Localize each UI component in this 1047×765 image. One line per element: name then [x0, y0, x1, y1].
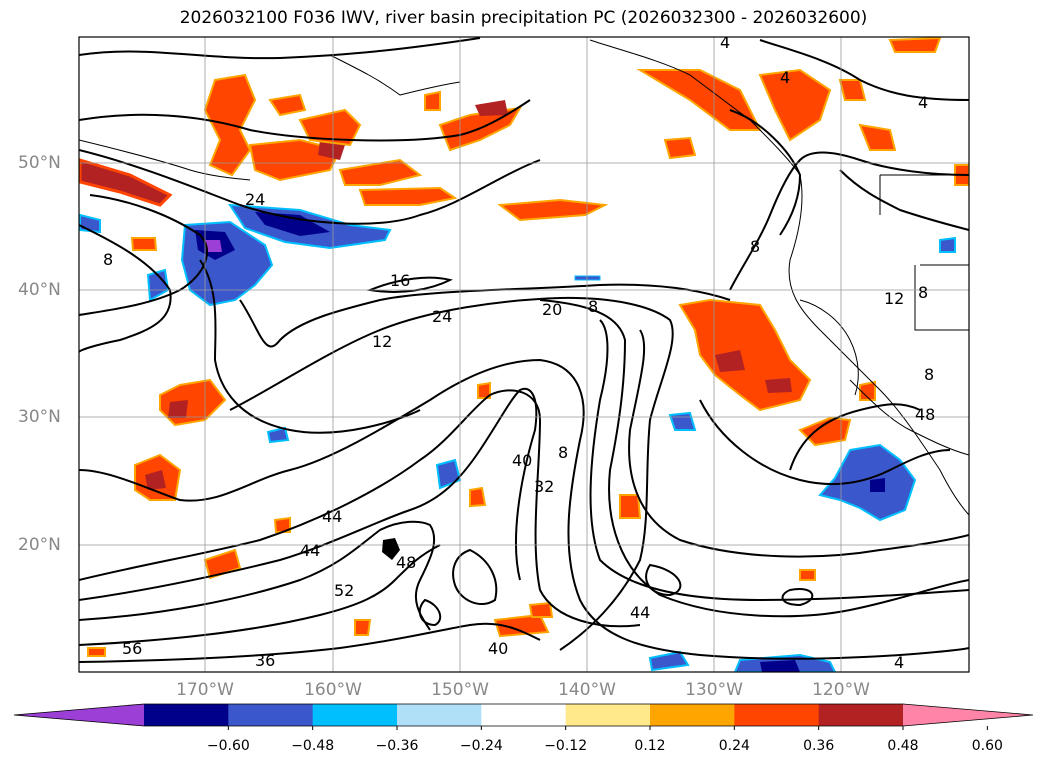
lon-label: 140°W [558, 680, 616, 700]
lat-label: 50°N [18, 153, 61, 173]
colorbar-tick-label: −0.12 [544, 738, 588, 754]
contour-label: 44 [630, 603, 650, 622]
contour-label: 8 [924, 365, 934, 384]
lon-label: 160°W [304, 680, 362, 700]
lon-label: 170°W [176, 680, 234, 700]
colorbar-segment [481, 704, 567, 726]
colorbar-tick-label: −0.60 [206, 738, 250, 754]
contour-label: 56 [122, 639, 142, 658]
colorbar [13, 703, 1034, 730]
colorbar-segment [734, 704, 820, 726]
contour-label: 36 [255, 651, 275, 670]
colorbar-tick-label: 0.36 [803, 738, 835, 754]
contour-label: 40 [512, 451, 532, 470]
lon-label: 130°W [685, 680, 743, 700]
colorbar-segment [228, 704, 314, 726]
graticule [79, 37, 969, 672]
colorbar-segment [144, 704, 229, 726]
contour-label: 20 [542, 300, 562, 319]
coastlines [79, 39, 969, 516]
chart-title: 2026032100 F036 IWV, river basin precipi… [179, 8, 868, 28]
map-frame [78, 36, 970, 673]
contour-label: 12 [884, 289, 904, 308]
contour-label: 8 [918, 283, 928, 302]
contour-label: 4 [918, 93, 928, 112]
contour-label: 8 [750, 237, 760, 256]
contour-label: 40 [488, 639, 508, 658]
colorbar-tick-label: −0.48 [291, 738, 335, 754]
colorbar-extend-low [14, 704, 144, 726]
lon-label: 150°W [431, 680, 489, 700]
colorbar-tick-label: −0.36 [375, 738, 419, 754]
contour-label: 4 [720, 33, 730, 52]
contour-label: 8 [588, 297, 598, 316]
contour-label: 12 [372, 332, 392, 351]
contour-label: 24 [245, 190, 265, 209]
colorbar-segment [818, 704, 904, 726]
contour-label: 48 [915, 405, 935, 424]
colorbar-tick-label: 0.48 [887, 738, 919, 754]
colorbar-tick-label: 0.12 [634, 738, 666, 754]
contour-label: 44 [322, 507, 342, 526]
contour-label: 4 [780, 68, 790, 87]
lat-label: 20°N [18, 535, 61, 555]
contour-label: 16 [390, 271, 410, 290]
contour-label: 48 [396, 553, 416, 572]
colorbar-extend-high [903, 704, 1033, 726]
colorbar-segment [312, 704, 398, 726]
precip-anomaly-layer [79, 37, 969, 672]
contour-label: 8 [558, 443, 568, 462]
colorbar-segment [565, 704, 651, 726]
colorbar-tick-label: 0.24 [718, 738, 750, 754]
contour-label: 8 [103, 250, 113, 269]
lon-label: 120°W [812, 680, 870, 700]
colorbar-tick-label: 0.60 [971, 738, 1003, 754]
iwv-contours [79, 37, 969, 663]
contour-labels: 4 4 4 24 8 16 12 24 20 8 8 12 8 8 48 40 … [103, 33, 935, 672]
lat-label: 40°N [18, 280, 61, 300]
contour-label: 44 [300, 541, 320, 560]
lat-label: 30°N [18, 407, 61, 427]
contour-label: 4 [894, 653, 904, 672]
colorbar-segment [397, 704, 482, 726]
contour-label: 52 [334, 581, 354, 600]
contour-label: 24 [432, 307, 452, 326]
colorbar-segment [650, 704, 735, 726]
iwv-maximum-patch [382, 538, 400, 560]
colorbar-outline [13, 703, 1034, 727]
colorbar-tick-label: −0.24 [459, 738, 503, 754]
contour-label: 32 [534, 477, 554, 496]
